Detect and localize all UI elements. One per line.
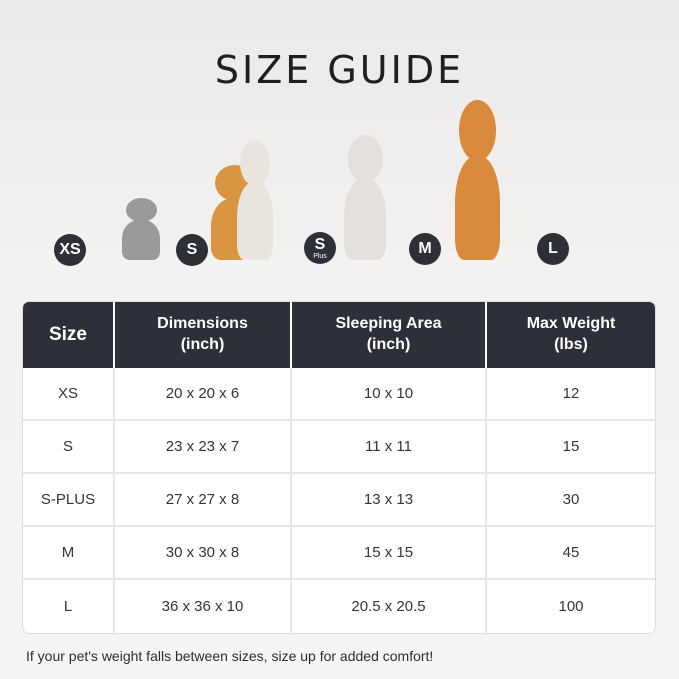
header-size: Size [23, 302, 115, 368]
badge-label: XS [59, 241, 81, 258]
size-badge-1: XS [54, 234, 86, 266]
size-table: Size Dimensions (inch) Sleeping Area (in… [23, 302, 655, 633]
cell-size: XS [23, 368, 115, 421]
jack-russell-image [225, 140, 285, 260]
cell-sleeping-area: 11 x 11 [292, 421, 487, 474]
cell-dimensions: 30 x 30 x 8 [115, 527, 292, 580]
cell-size: L [23, 580, 115, 633]
size-badge-4: M [409, 233, 441, 265]
badge-label: L [548, 240, 558, 257]
cell-dimensions: 20 x 20 x 6 [115, 368, 292, 421]
shiba-inu-image [440, 100, 515, 260]
french-bulldog-image [330, 135, 400, 260]
table-header: Size Dimensions (inch) Sleeping Area (in… [23, 302, 655, 368]
header-max-weight: Max Weight (lbs) [487, 302, 655, 368]
table-row: L 36 x 36 x 10 20.5 x 20.5 100 [23, 580, 655, 633]
cell-max-weight: 30 [487, 474, 655, 527]
badge-label: S [186, 241, 198, 258]
cell-sleeping-area: 15 x 15 [292, 527, 487, 580]
badge-label: M [418, 240, 432, 257]
cell-dimensions: 23 x 23 x 7 [115, 421, 292, 474]
cell-dimensions: 36 x 36 x 10 [115, 580, 292, 633]
cell-size: S [23, 421, 115, 474]
cat-image [110, 198, 172, 260]
cell-sleeping-area: 20.5 x 20.5 [292, 580, 487, 633]
cell-max-weight: 45 [487, 527, 655, 580]
table-row: XS 20 x 20 x 6 10 x 10 12 [23, 368, 655, 421]
table-row: M 30 x 30 x 8 15 x 15 45 [23, 527, 655, 580]
cell-sleeping-area: 10 x 10 [292, 368, 487, 421]
table-row: S 23 x 23 x 7 11 x 11 15 [23, 421, 655, 474]
cell-sleeping-area: 13 x 13 [292, 474, 487, 527]
size-badge-3: S Plus [304, 232, 336, 264]
size-badge-2: S [176, 234, 208, 266]
page-title: SIZE GUIDE [214, 48, 465, 92]
cell-max-weight: 15 [487, 421, 655, 474]
cell-max-weight: 12 [487, 368, 655, 421]
header-dimensions: Dimensions (inch) [115, 302, 292, 368]
cell-size: S-PLUS [23, 474, 115, 527]
header-sleeping-area: Sleeping Area (inch) [292, 302, 487, 368]
badge-label: S [314, 235, 326, 253]
footnote: If your pet's weight falls between sizes… [26, 648, 434, 664]
badge-sublabel: Plus [313, 252, 327, 260]
size-badge-5: L [537, 233, 569, 265]
cell-size: M [23, 527, 115, 580]
cell-dimensions: 27 x 27 x 8 [115, 474, 292, 527]
cell-max-weight: 100 [558, 598, 584, 615]
table-row: S-PLUS 27 x 27 x 8 13 x 13 30 [23, 474, 655, 527]
